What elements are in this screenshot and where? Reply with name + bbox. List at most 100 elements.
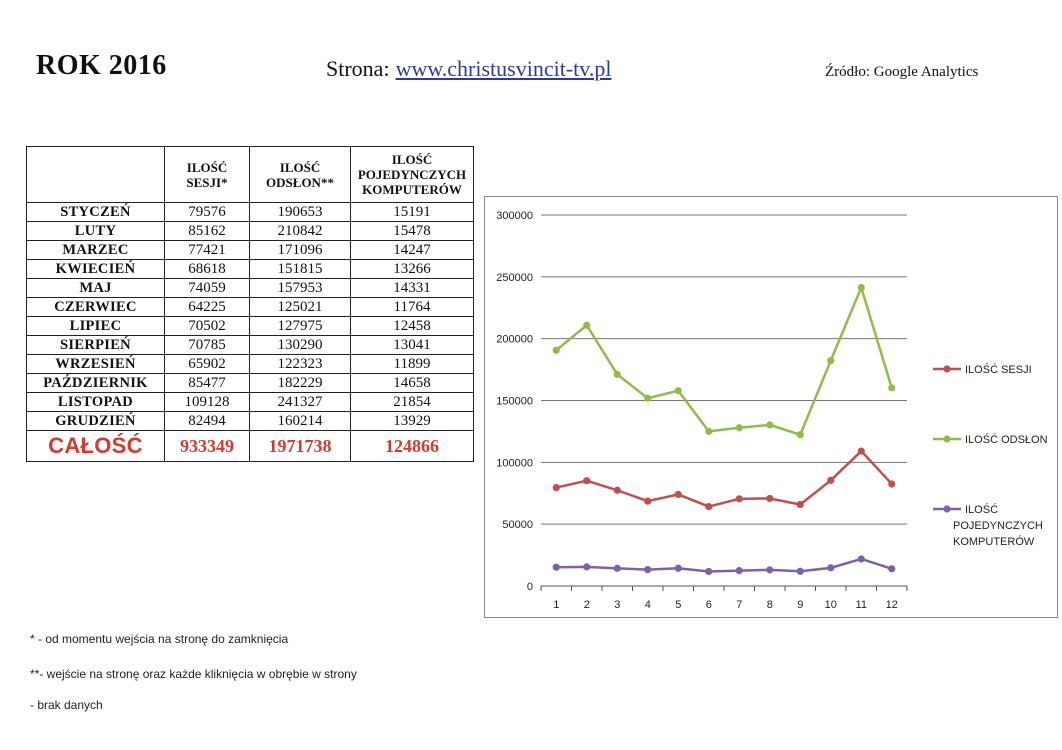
data-point: [735, 495, 743, 503]
source-label: Źródło: Google Analytics: [825, 64, 979, 80]
data-point: [796, 431, 804, 439]
sesje-cell: 85477: [164, 373, 250, 393]
stats-table: ILOŚĆ SESJI* ILOŚĆ ODSŁON** ILOŚĆ POJEDYNCZ…: [26, 146, 474, 462]
month-cell: WRZESIEŃ: [26, 354, 165, 374]
legend-marker: [943, 505, 951, 513]
series-line-1: [555, 449, 893, 508]
data-point: [766, 566, 774, 574]
sesje-cell: 109128: [164, 392, 250, 412]
data-point: [827, 476, 835, 484]
data-point: [613, 370, 621, 379]
month-cell: STYCZEŃ: [26, 202, 165, 222]
data-point: [613, 486, 621, 494]
data-point: [674, 490, 682, 499]
series-line-3: [556, 557, 893, 573]
sesje-cell: 68618: [164, 259, 250, 279]
komputery-cell: 15478: [350, 221, 474, 241]
odslony-cell: 210842: [249, 221, 351, 241]
komputery-cell: 21854: [350, 392, 474, 412]
data-point: [644, 497, 652, 505]
sesje-cell: 65902: [164, 354, 250, 374]
table-row: LISTOPAD 109128 241327 21854: [26, 392, 474, 412]
header-komputery: ILOŚĆ POJEDYNCZYCH KOMPUTERÓW: [350, 146, 474, 203]
table-row: LUTY 85162 210842 15478: [26, 221, 474, 241]
line-chart: 0 50000 100000 150000 200000 250000 300000 1 2 3 4…: [484, 196, 1058, 618]
data-point: [827, 357, 835, 365]
odslony-cell: 171096: [249, 240, 351, 260]
month-cell: CZERWIEC: [26, 297, 165, 317]
komputery-cell: 11899: [350, 354, 474, 374]
header-blank: [26, 146, 165, 203]
data-point: [766, 421, 774, 429]
x-tick-label: 5: [675, 599, 681, 611]
month-cell: SIERPIEŃ: [26, 335, 165, 355]
data-point: [552, 563, 560, 571]
month-cell: MAJ: [26, 278, 165, 298]
table-row: MAJ 74059 157953 14331: [26, 278, 474, 298]
month-cell: GRUDZIEŃ: [26, 411, 165, 431]
legend-marker: [943, 435, 951, 443]
header-odslony: ILOŚĆ ODSŁON**: [249, 146, 351, 203]
komputery-cell: 13041: [350, 335, 474, 355]
note-odslony: **- wejście na stronę oraz każde kliknię…: [30, 667, 357, 681]
table-row: CZERWIEC 64225 125021 11764: [26, 297, 474, 317]
data-point: [796, 567, 804, 575]
month-cell: MARZEC: [26, 240, 165, 260]
data-point: [735, 566, 743, 575]
data-point: [857, 447, 865, 455]
table-row: PAŹDZIERNIK 85477 182229 14658: [26, 373, 474, 393]
site-line: Strona: www.christusvincit-tv.pl: [326, 56, 611, 82]
table-row: GRUDZIEŃ 82494 160214 13929: [26, 411, 474, 431]
komputery-cell: 14331: [350, 278, 474, 298]
data-point: [766, 494, 774, 503]
odslony-cell: 182229: [249, 373, 351, 393]
month-cell: PAŹDZIERNIK: [26, 373, 165, 393]
page-title: ROK 2016: [36, 50, 167, 81]
komputery-cell: 13266: [350, 259, 474, 279]
x-tick-label: 4: [645, 599, 651, 611]
data-point: [644, 394, 652, 402]
data-point: [705, 427, 713, 435]
note-sesje: * - od momentu wejścia na stronę do zamk…: [30, 632, 289, 646]
legend-marker: [943, 365, 951, 373]
table-row: LIPIEC 70502 127975 12458: [26, 316, 474, 336]
month-cell: LUTY: [26, 221, 165, 241]
data-point: [827, 564, 835, 572]
data-point: [583, 321, 591, 329]
odslony-cell: 130290: [249, 335, 351, 355]
note-brak-danych: - brak danych: [30, 698, 103, 712]
y-tick-label: 0: [527, 581, 533, 593]
data-point: [674, 387, 682, 395]
data-point: [705, 502, 713, 511]
komputery-cell: 12458: [350, 316, 474, 336]
x-tick-label: 12: [886, 599, 898, 611]
data-point: [796, 500, 804, 509]
komputery-cell: 11764: [350, 297, 474, 317]
table-row: WRZESIEŃ 65902 122323 11899: [26, 354, 474, 374]
data-point: [857, 283, 865, 292]
table-row: MARZEC 77421 171096 14247: [26, 240, 474, 260]
x-tick-label: 2: [584, 599, 590, 611]
x-tick-label: 7: [736, 599, 742, 611]
odslony-cell: 151815: [249, 259, 351, 279]
total-sesje: 933349: [164, 430, 250, 462]
odslony-cell: 190653: [249, 202, 351, 222]
odslony-cell: 125021: [249, 297, 351, 317]
odslony-cell: 160214: [249, 411, 351, 431]
series-line-2: [555, 286, 893, 436]
sesje-cell: 70502: [164, 316, 250, 336]
y-tick-label: 300000: [496, 210, 533, 222]
data-point: [644, 565, 652, 574]
y-tick-label: 200000: [496, 334, 533, 346]
sesje-cell: 77421: [164, 240, 250, 260]
data-point: [674, 564, 682, 572]
komputery-cell: 14247: [350, 240, 474, 260]
x-tick-label: 9: [797, 599, 803, 611]
komputery-cell: 15191: [350, 202, 474, 222]
data-point: [552, 483, 560, 492]
site-link[interactable]: www.christusvincit-tv.pl: [395, 56, 612, 81]
data-point: [613, 564, 621, 572]
data-point: [735, 424, 743, 432]
sesje-cell: 79576: [164, 202, 250, 222]
total-odslony: 1971738: [249, 430, 351, 462]
